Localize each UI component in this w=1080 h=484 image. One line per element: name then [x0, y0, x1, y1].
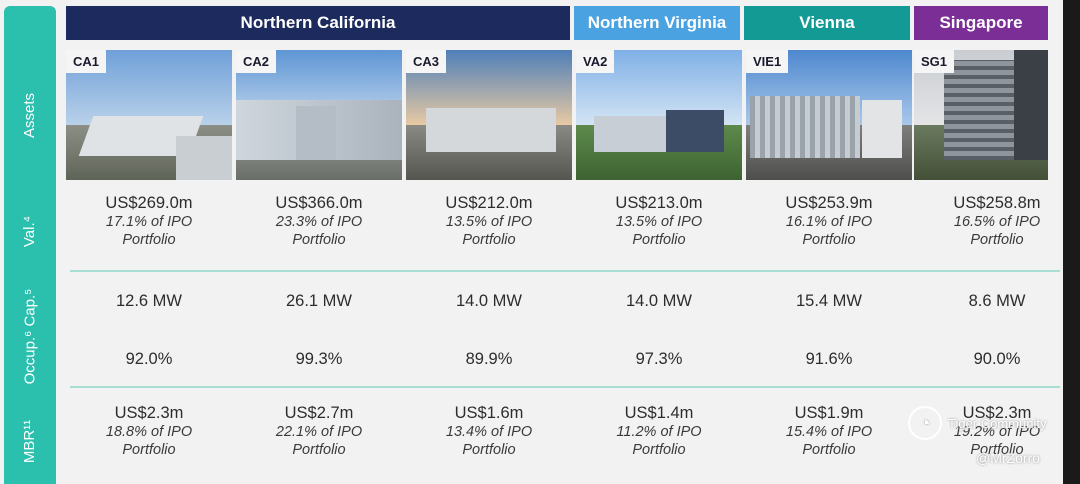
mbr-cell-ca3: US$1.6m 13.4% of IPO Portfolio: [406, 404, 572, 459]
capacity-cell-sg1: 8.6 MW: [968, 292, 1026, 310]
capacity-cell-ca1: 12.6 MW: [115, 292, 183, 310]
tiger-logo-icon: ◔: [908, 406, 942, 440]
valuation-value: US$253.9m: [785, 194, 873, 212]
mbr-note: Portfolio: [802, 442, 856, 458]
asset-tag-va2: VA2: [576, 50, 615, 73]
mbr-value: US$1.9m: [794, 404, 864, 422]
row-label-sidebar: Assets Val.⁴ Occup.⁶ Cap.⁵ MBR¹¹: [4, 6, 56, 484]
capacity-cell-ca2: 26.1 MW: [285, 292, 353, 310]
mbr-percent: 18.8% of IPO: [105, 424, 193, 440]
mbr-cell-ca1: US$2.3m 18.8% of IPO Portfolio: [66, 404, 232, 459]
mbr-value: US$1.4m: [624, 404, 694, 422]
watermark-brand: Tiger Community: [948, 416, 1047, 431]
valuation-cell-vie1: US$253.9m 16.1% of IPO Portfolio: [746, 194, 912, 249]
capacity-cell-vie1: 15.4 MW: [795, 292, 863, 310]
valuation-cell-sg1: US$258.8m 16.5% of IPO Portfolio: [914, 194, 1080, 249]
valuation-percent: 16.5% of IPO: [953, 214, 1041, 230]
occupancy-cell-ca2: 99.3%: [295, 350, 343, 368]
mbr-value: US$2.7m: [284, 404, 354, 422]
valuation-note: Portfolio: [970, 232, 1024, 248]
occupancy-cell-vie1: 91.6%: [805, 350, 853, 368]
valuation-note: Portfolio: [632, 232, 686, 248]
valuation-note: Portfolio: [292, 232, 346, 248]
valuation-percent: 13.5% of IPO: [615, 214, 703, 230]
watermark-handle: @MrZorro: [976, 450, 1040, 466]
valuation-value: US$213.0m: [615, 194, 703, 212]
valuation-percent: 13.5% of IPO: [445, 214, 533, 230]
mbr-percent: 19.2% of IPO: [953, 424, 1041, 440]
row-label-capacity-occupancy: Occup.⁶ Cap.⁵: [21, 288, 39, 384]
asset-photo-sg1: SG1: [914, 50, 1048, 180]
row-divider: [70, 270, 1060, 272]
region-header-northern-california: Northern California: [66, 6, 570, 40]
valuation-note: Portfolio: [462, 232, 516, 248]
valuation-percent: 17.1% of IPO: [105, 214, 193, 230]
mbr-cell-va2: US$1.4m 11.2% of IPO Portfolio: [576, 404, 742, 459]
capacity-cell-ca3: 14.0 MW: [455, 292, 523, 310]
region-header-singapore: Singapore: [914, 6, 1048, 40]
region-header-northern-virginia: Northern Virginia: [574, 6, 740, 40]
valuation-value: US$269.0m: [105, 194, 193, 212]
valuation-value: US$258.8m: [953, 194, 1041, 212]
valuation-value: US$366.0m: [275, 194, 363, 212]
mbr-percent: 13.4% of IPO: [445, 424, 533, 440]
valuation-value: US$212.0m: [445, 194, 533, 212]
asset-photo-vie1: VIE1: [746, 50, 912, 180]
asset-photo-ca3: CA3: [406, 50, 572, 180]
mbr-cell-sg1: US$2.3m 19.2% of IPO Portfolio: [914, 404, 1080, 459]
row-label-valuation: Val.⁴: [21, 215, 39, 247]
mbr-percent: 11.2% of IPO: [616, 424, 702, 440]
mbr-note: Portfolio: [462, 442, 516, 458]
mbr-note: Portfolio: [292, 442, 346, 458]
capacity-cell-va2: 14.0 MW: [625, 292, 693, 310]
occupancy-cell-sg1: 90.0%: [973, 350, 1021, 368]
mbr-note: Portfolio: [970, 442, 1024, 458]
valuation-cell-va2: US$213.0m 13.5% of IPO Portfolio: [576, 194, 742, 249]
asset-photo-ca1: CA1: [66, 50, 232, 180]
row-label-assets: Assets: [21, 92, 39, 138]
mbr-value: US$2.3m: [114, 404, 184, 422]
mbr-cell-ca2: US$2.7m 22.1% of IPO Portfolio: [236, 404, 402, 459]
asset-photo-va2: VA2: [576, 50, 742, 180]
mbr-percent: 15.4% of IPO: [785, 424, 873, 440]
valuation-cell-ca3: US$212.0m 13.5% of IPO Portfolio: [406, 194, 572, 249]
asset-tag-ca1: CA1: [66, 50, 107, 73]
valuation-note: Portfolio: [122, 232, 176, 248]
region-header-vienna: Vienna: [744, 6, 910, 40]
mbr-note: Portfolio: [632, 442, 686, 458]
asset-tag-vie1: VIE1: [746, 50, 789, 73]
occupancy-cell-ca1: 92.0%: [125, 350, 173, 368]
asset-photo-ca2: CA2: [236, 50, 402, 180]
occupancy-cell-va2: 97.3%: [635, 350, 683, 368]
mbr-value: US$2.3m: [962, 404, 1032, 422]
asset-tag-sg1: SG1: [914, 50, 955, 73]
occupancy-cell-ca3: 89.9%: [465, 350, 513, 368]
mbr-cell-vie1: US$1.9m 15.4% of IPO Portfolio: [746, 404, 912, 459]
row-label-mbr: MBR¹¹: [21, 419, 39, 463]
valuation-percent: 23.3% of IPO: [275, 214, 363, 230]
asset-tag-ca2: CA2: [236, 50, 277, 73]
row-divider: [70, 386, 1060, 388]
valuation-cell-ca1: US$269.0m 17.1% of IPO Portfolio: [66, 194, 232, 249]
asset-tag-ca3: CA3: [406, 50, 447, 73]
valuation-percent: 16.1% of IPO: [785, 214, 873, 230]
mbr-percent: 22.1% of IPO: [275, 424, 363, 440]
valuation-note: Portfolio: [802, 232, 856, 248]
valuation-cell-ca2: US$366.0m 23.3% of IPO Portfolio: [236, 194, 402, 249]
mbr-value: US$1.6m: [454, 404, 524, 422]
mbr-note: Portfolio: [122, 442, 176, 458]
